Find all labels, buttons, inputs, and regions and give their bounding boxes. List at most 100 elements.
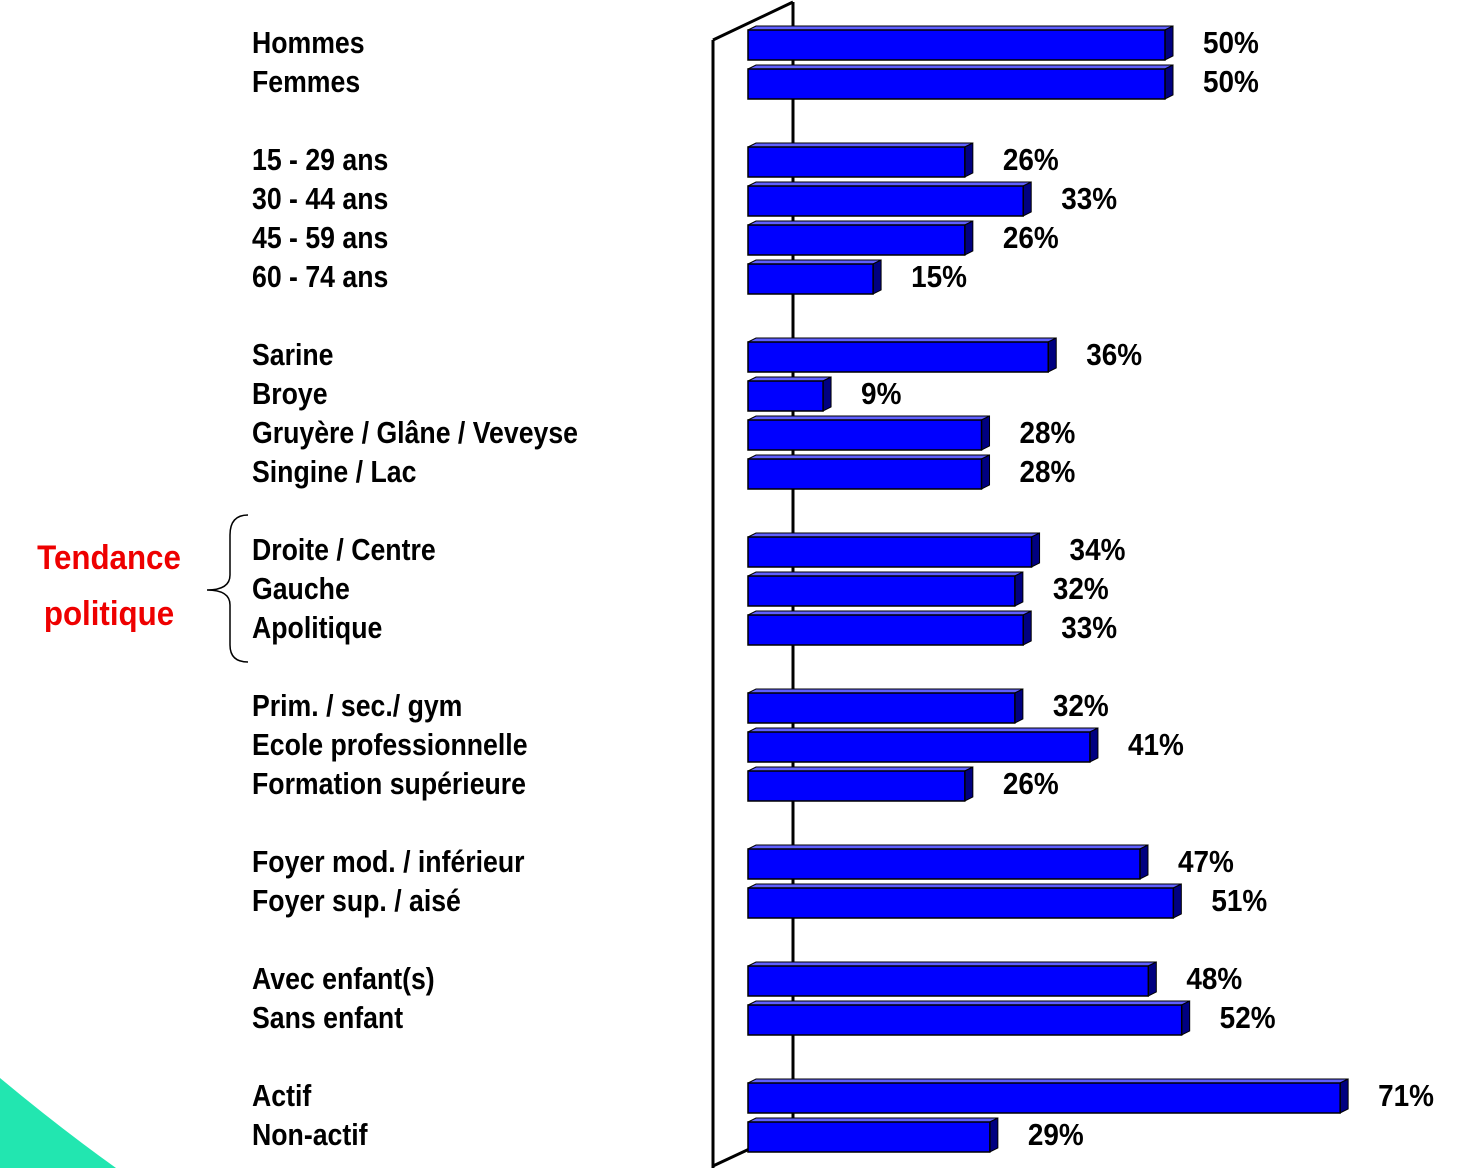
- bar: [747, 532, 1041, 568]
- bar: [747, 376, 832, 412]
- bar-front: [747, 224, 966, 256]
- value-label: 15%: [911, 260, 967, 295]
- bar-side: [1181, 1000, 1191, 1036]
- bar-front: [747, 965, 1150, 997]
- bar: [747, 883, 1182, 919]
- value-label: 9%: [861, 377, 901, 412]
- value-label: 52%: [1220, 1001, 1276, 1036]
- category-label: Gauche: [252, 572, 350, 606]
- bar-side: [1022, 181, 1032, 217]
- bar-side: [1172, 883, 1182, 919]
- bar: [747, 1078, 1349, 1114]
- value-label: 33%: [1061, 611, 1117, 646]
- bar-front: [747, 341, 1049, 373]
- value-label: 26%: [1003, 143, 1059, 178]
- bar-front: [747, 731, 1091, 763]
- bar-side: [981, 415, 991, 451]
- bar-side: [872, 259, 882, 295]
- bar-front: [747, 1121, 991, 1153]
- value-label: 29%: [1028, 1118, 1084, 1153]
- category-label: Sarine: [252, 338, 333, 372]
- bar: [747, 844, 1149, 880]
- value-label: 47%: [1178, 845, 1234, 880]
- bar-side: [1031, 532, 1041, 568]
- bar-side: [1014, 571, 1024, 607]
- value-label: 48%: [1186, 962, 1242, 997]
- bar-side: [1339, 1078, 1349, 1114]
- category-label: Non-actif: [252, 1118, 368, 1152]
- bar: [747, 142, 974, 178]
- category-label: Prim. / sec./ gym: [252, 689, 462, 723]
- value-label: 26%: [1003, 221, 1059, 256]
- category-label: Gruyère / Glâne / Veveyse: [252, 416, 578, 450]
- decor-shape: [0, 1078, 116, 1168]
- bar: [747, 961, 1157, 997]
- bar-front: [747, 575, 1016, 607]
- bar: [747, 25, 1174, 61]
- bar-front: [747, 380, 824, 412]
- bar: [747, 688, 1024, 724]
- category-label: 45 - 59 ans: [252, 221, 388, 255]
- value-label: 71%: [1378, 1079, 1434, 1114]
- bar-side: [964, 220, 974, 256]
- bar-front: [747, 770, 966, 802]
- bar-side: [1014, 688, 1024, 724]
- category-label: Hommes: [252, 26, 365, 60]
- category-label: Actif: [252, 1079, 312, 1113]
- bar-front: [747, 536, 1033, 568]
- value-label: 32%: [1053, 572, 1109, 607]
- value-label: 28%: [1020, 455, 1076, 490]
- bar: [747, 415, 991, 451]
- value-label: 26%: [1003, 767, 1059, 802]
- value-label: 28%: [1020, 416, 1076, 451]
- bar-front: [747, 887, 1175, 919]
- bar: [747, 1000, 1191, 1036]
- category-label: Foyer mod. / inférieur: [252, 845, 525, 879]
- bar: [747, 220, 974, 256]
- category-label: 15 - 29 ans: [252, 143, 388, 177]
- value-label: 33%: [1061, 182, 1117, 217]
- category-label: Ecole professionnelle: [252, 728, 528, 762]
- category-label: Apolitique: [252, 611, 382, 645]
- category-label: Sans enfant: [252, 1001, 403, 1035]
- bar-side: [989, 1117, 999, 1153]
- bar: [747, 610, 1032, 646]
- bar: [747, 337, 1057, 373]
- category-label: Avec enfant(s): [252, 962, 435, 996]
- bar-side: [1139, 844, 1149, 880]
- annotation: Tendance politique: [37, 539, 181, 633]
- bar-side: [964, 766, 974, 802]
- category-label: Formation supérieure: [252, 767, 526, 801]
- value-label: 34%: [1070, 533, 1126, 568]
- bar: [747, 259, 882, 295]
- bar-front: [747, 263, 874, 295]
- bar: [747, 766, 974, 802]
- bar-front: [747, 1004, 1183, 1036]
- bar-side: [1089, 727, 1099, 763]
- bar-side: [822, 376, 832, 412]
- category-label: Droite / Centre: [252, 533, 436, 567]
- bar-front: [747, 29, 1166, 61]
- value-label: 36%: [1086, 338, 1142, 373]
- bar: [747, 1117, 999, 1153]
- bar-side: [1047, 337, 1057, 373]
- bar-side: [1164, 64, 1174, 100]
- bar-side: [1022, 610, 1032, 646]
- bar-front: [747, 848, 1141, 880]
- bar: [747, 454, 991, 490]
- value-label: 41%: [1128, 728, 1184, 763]
- bar-front: [747, 185, 1024, 217]
- bar-front: [747, 692, 1016, 724]
- bar-side: [1147, 961, 1157, 997]
- bar: [747, 571, 1024, 607]
- value-label: 50%: [1203, 65, 1259, 100]
- category-label: Broye: [252, 377, 328, 411]
- bar: [747, 64, 1174, 100]
- bar-front: [747, 458, 983, 490]
- bar: [747, 181, 1032, 217]
- bar-side: [981, 454, 991, 490]
- value-label: 32%: [1053, 689, 1109, 724]
- bar-front: [747, 68, 1166, 100]
